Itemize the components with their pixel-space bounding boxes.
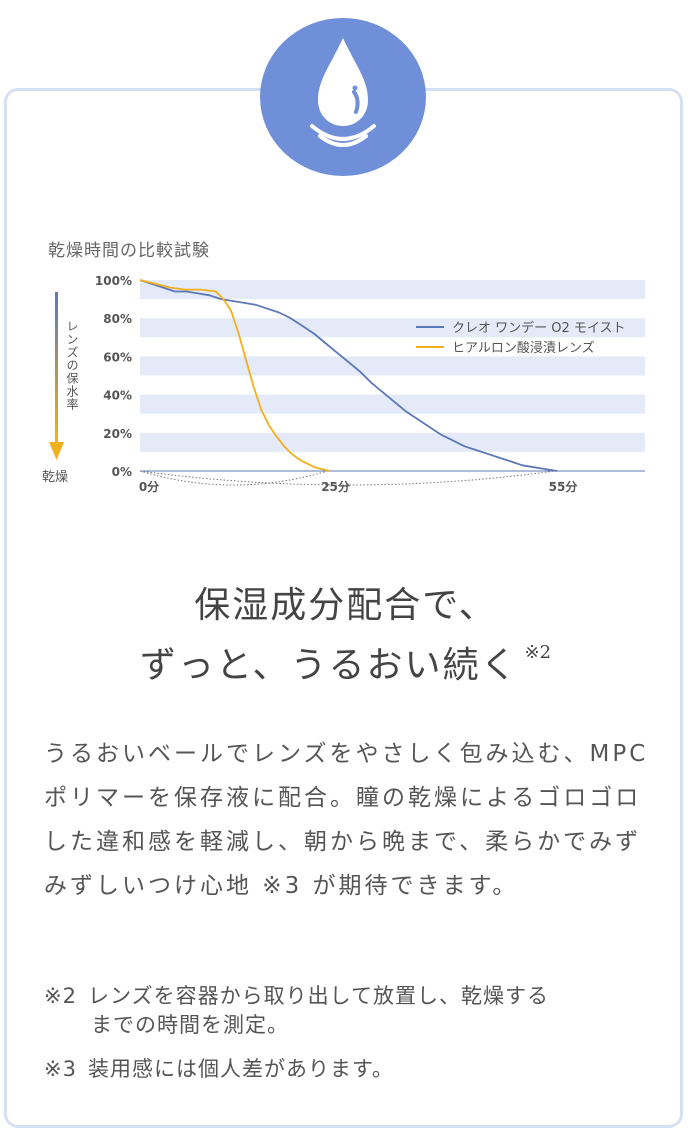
series-line: [139, 279, 558, 472]
water-drop-icon: [310, 38, 376, 147]
time-span-arc: [139, 470, 556, 486]
series-line: [139, 279, 330, 472]
grid-band: [140, 318, 645, 338]
y-tick-label: 40%: [103, 389, 132, 403]
headline-note: ※2: [524, 642, 552, 663]
y-tick-label: 80%: [103, 312, 132, 326]
headline-line1: 保湿成分配合で、: [194, 585, 497, 626]
y-axis-arrowhead: [49, 442, 64, 460]
content-card: [4, 88, 683, 1128]
x-tick-label: 25分: [321, 479, 350, 494]
footnote-3-mark: ※3: [44, 1057, 77, 1081]
y-axis-bottom-label: 乾燥: [42, 470, 68, 485]
headline-line2-text: ずっと、うるおい続く: [139, 645, 519, 686]
grid-band: [140, 356, 645, 376]
x-tick-label: 0分: [139, 479, 159, 494]
y-tick-label: 100%: [95, 274, 132, 288]
grid-band: [140, 280, 645, 300]
y-tick-label: 60%: [103, 350, 132, 364]
legend-label: ヒアルロン酸浸漬レンズ: [452, 340, 595, 356]
grid-band: [140, 432, 645, 452]
grid-band: [140, 394, 645, 414]
y-tick-label: 20%: [103, 427, 132, 441]
chart-title: 乾燥時間の比較試験: [48, 241, 210, 261]
time-span-arc: [139, 470, 328, 486]
dry-time-chart: 100% 80% 60% 40% 20% 0% 0分 25分 55分 クレオ ワンデー O2 …: [42, 274, 645, 494]
x-tick-label: 55分: [549, 479, 578, 494]
footnote-3: ※3 装用感には個人差があります。: [44, 1055, 664, 1084]
y-axis-label: レンズの保水率: [65, 320, 79, 411]
legend-label: クレオ ワンデー O2 モイスト: [452, 320, 626, 336]
headline-line2: ずっと、うるおい続く ※2: [0, 636, 691, 688]
footnote-2-line1: レンズを容器から取り出して放置し、乾燥する: [88, 984, 549, 1008]
footnote-2-line2: までの時間を測定。: [91, 1013, 289, 1037]
moisture-badge: [260, 18, 426, 176]
footnote-2: ※2 レンズを容器から取り出して放置し、乾燥する までの時間を測定。: [44, 982, 664, 1040]
footnote-2-mark: ※2: [44, 984, 77, 1008]
body-paragraph: うるおいベールでレンズをやさしく包み込む、MPCポリマーを保存液に配合。瞳の乾燥…: [44, 741, 649, 899]
y-tick-label: 0%: [112, 465, 132, 479]
footnote-3-text: 装用感には個人差があります。: [88, 1057, 394, 1081]
y-axis-arrow: [55, 292, 58, 442]
